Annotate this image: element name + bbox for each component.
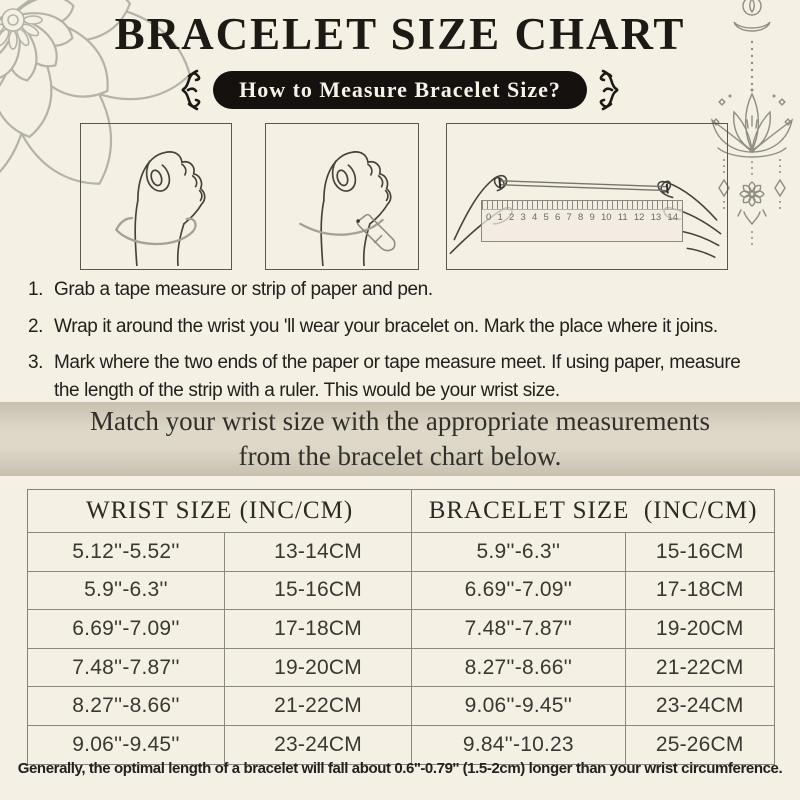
wrist-inch-cell: 6.69''-7.09'' [28,610,225,648]
ruler-number: 1 [497,212,503,223]
step-1: 1. Grab a tape measure or strip of paper… [28,276,762,304]
match-size-banner: Match your wrist size with the appropria… [0,402,800,476]
ruler: 0 1 2 3 4 5 6 7 8 9 10 11 12 13 14 [481,200,683,242]
fist-tape-illustration-icon [115,151,206,266]
badge-row: How to Measure Bracelet Size? [0,68,800,112]
table-row: 5.12''-5.52'' 13-14CM 5.9''-6.3'' 15-16C… [28,532,774,571]
bracelet-cm-cell: 25-26CM [655,732,744,756]
table-row: 7.48''-7.87'' 19-20CM 8.27''-8.66'' 21-2… [28,647,774,687]
footer-note: Generally, the optimal length of a brace… [17,760,783,777]
table-row: 8.27''-8.66'' 21-22CM 9.06''-9.45'' 23-2… [28,686,774,725]
bracelet-inch-cell: 6.69''-7.09'' [412,571,626,610]
flourish-left-icon [181,69,201,111]
page-title: BRACELET SIZE CHART [114,9,686,59]
wrist-inch-cell: 5.9''-6.3'' [28,571,225,610]
size-table: WRIST SIZE (INC/CM) BRACELET SIZE (INC/C… [27,489,775,765]
illustration-measure-ruler: 0 1 2 3 4 5 6 7 8 9 10 11 12 13 14 [446,123,728,270]
ruler-ticks [482,201,682,210]
wrist-cm-cell: 21-22CM [225,687,413,725]
bracelet-inch-cell: 7.48''-7.87'' [412,610,626,648]
wrist-cm-cell: 17-18CM [225,610,413,648]
step-text: Mark where the two ends of the paper or … [54,352,741,401]
ruler-number: 13 [650,212,662,223]
ruler-number: 9 [589,212,595,223]
banner-line-2: from the bracelet chart below. [238,441,562,471]
hands-ruler-illustration-icon [449,174,722,258]
ruler-number: 4 [532,212,538,223]
banner-line-1: Match your wrist size with the appropria… [89,405,711,436]
bracelet-inch-cell: 9.84''-10.23 [412,725,626,764]
step-number: 3. [28,352,44,374]
bracelet-inch-cell: 5.9''-6.3'' [412,533,626,571]
bracelet-cm-cell: 19-20CM [655,616,744,640]
wrist-cm-cell: 13-14CM [225,533,413,571]
step-2: 2. Wrap it around the wrist you 'll wear… [28,313,762,341]
wrist-cm-cell: 23-24CM [225,725,413,764]
bracelet-inch-cell: 9.06''-9.45'' [412,687,626,725]
flourish-right-icon [599,69,619,111]
step-text: Wrap it around the wrist you 'll wear yo… [54,315,718,337]
ruler-number: 7 [566,212,572,223]
wrist-cm-cell: 19-20CM [225,648,413,687]
ruler-number: 10 [601,212,612,223]
wrist-inch-cell: 9.06''-9.45'' [28,725,225,764]
illustration-mark-pen [265,123,419,270]
wrist-inch-cell: 5.12''-5.52'' [28,533,225,571]
fist-pen-illustration-icon [299,151,396,266]
table-row: 9.06''-9.45'' 23-24CM 9.84''-10.23 25-26… [28,724,774,764]
step-text: Grab a tape measure or strip of paper an… [54,279,433,300]
ruler-number: 3 [520,212,526,223]
measure-steps: 1. Grab a tape measure or strip of paper… [28,276,762,413]
bracelet-size-header: BRACELET SIZE (INC/CM) [428,497,758,524]
wrist-size-header: WRIST SIZE (INC/CM) [28,490,413,532]
bracelet-inch-cell: 8.27''-8.66'' [412,648,626,687]
step-number: 2. [28,315,44,337]
bracelet-cm-cell: 15-16CM [655,539,744,563]
table-row: 5.9''-6.3'' 15-16CM 6.69''-7.09'' 17-18C… [28,570,774,610]
step-3: 3. Mark where the two ends of the paper … [28,349,762,404]
ruler-number: 8 [578,212,584,223]
ruler-number: 6 [555,212,561,223]
how-to-measure-badge: How to Measure Bracelet Size? [213,70,587,110]
ruler-number: 14 [667,212,678,223]
ruler-number: 11 [617,212,628,223]
bracelet-cm-cell: 17-18CM [655,578,744,602]
ruler-number: 12 [633,212,645,223]
table-row: 6.69''-7.09'' 17-18CM 7.48''-7.87'' 19-2… [28,609,774,648]
bracelet-cm-cell: 21-22CM [655,655,744,679]
wrist-inch-cell: 7.48''-7.87'' [28,648,225,687]
ruler-numbers: 0 1 2 3 4 5 6 7 8 9 10 11 12 13 14 [486,212,678,223]
step-number: 1. [28,279,44,300]
ruler-number: 5 [543,212,549,223]
illustration-wrap-tape [80,123,232,270]
wrist-cm-cell: 15-16CM [225,571,413,610]
wrist-inch-cell: 8.27''-8.66'' [28,687,225,725]
bracelet-cm-cell: 23-24CM [655,694,744,718]
ruler-number: 0 [486,212,492,223]
ruler-number: 2 [509,212,515,223]
table-header-row: WRIST SIZE (INC/CM) BRACELET SIZE (INC/C… [28,490,774,532]
